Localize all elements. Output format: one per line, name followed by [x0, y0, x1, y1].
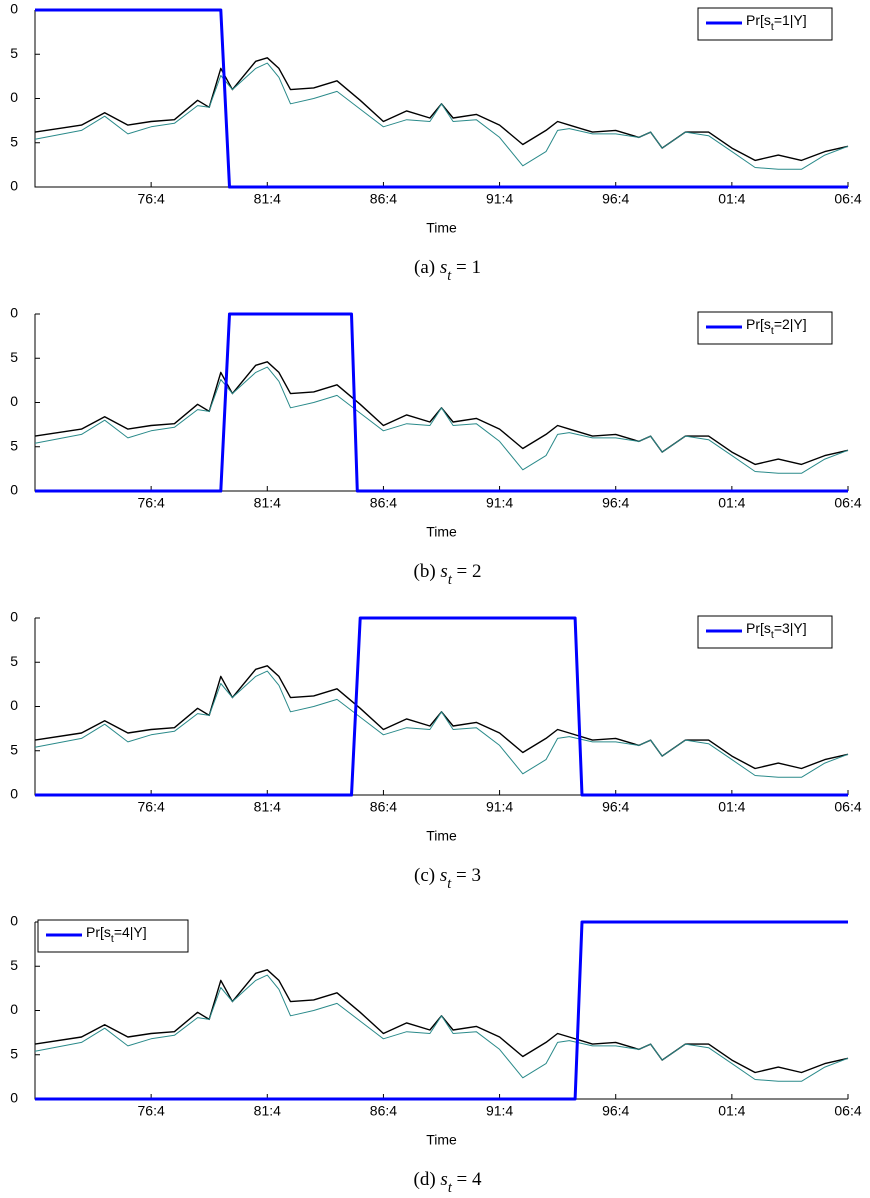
y-tick-label: 5 — [10, 45, 18, 61]
x-tick-label: 81:4 — [254, 1103, 281, 1119]
y-tick-label: 0 — [10, 1090, 18, 1106]
x-tick-label: 76:4 — [138, 1103, 165, 1119]
fan-line — [34, 670, 849, 778]
y-tick-label: 5 — [10, 1045, 18, 1061]
x-tick-label: 86:4 — [370, 799, 397, 815]
caption: (a) st​ = 1 — [414, 257, 481, 284]
caption: (b) st​ = 2 — [414, 561, 482, 588]
caption: (c) st​ = 3 — [414, 865, 481, 892]
x-tick-label: 01:4 — [718, 1103, 745, 1119]
legend-label: Pr[st​=2|Y] — [746, 316, 807, 337]
y-tick-label: 0 — [10, 178, 18, 194]
x-axis-label: Time — [426, 1132, 457, 1148]
x-tick-label: 96:4 — [602, 799, 629, 815]
x-tick-label: 81:4 — [254, 799, 281, 815]
x-axis-label: Time — [426, 220, 457, 236]
y-tick-label: 5 — [10, 437, 18, 453]
y-tick-label: 0 — [10, 1001, 18, 1017]
probability-line — [35, 312, 848, 493]
fan-line — [34, 969, 849, 1074]
x-tick-label: 76:4 — [138, 191, 165, 207]
x-tick-label: 96:4 — [602, 495, 629, 511]
x-tick-label: 76:4 — [138, 495, 165, 511]
legend: Pr[st​=3|Y] — [697, 615, 833, 649]
x-tick-label: 91:4 — [486, 191, 513, 207]
y-tick-label: 0 — [10, 482, 18, 498]
x-tick-label: 06:4 — [834, 191, 861, 207]
y-tick-label: 5 — [10, 653, 18, 669]
caption: (d) st​ = 4 — [414, 1169, 482, 1196]
x-tick-label: 86:4 — [370, 495, 397, 511]
legend: Pr[st​=2|Y] — [697, 311, 833, 345]
x-tick-label: 06:4 — [834, 1103, 861, 1119]
y-tick-label: 0 — [10, 697, 18, 713]
y-tick-label: 0 — [10, 393, 18, 409]
x-tick-label: 06:4 — [834, 799, 861, 815]
legend-label: Pr[st​=3|Y] — [746, 620, 807, 641]
x-tick-label: 01:4 — [718, 799, 745, 815]
probability-line — [35, 616, 848, 797]
legend-label: Pr[st​=1|Y] — [746, 12, 807, 33]
y-tick-label: 0 — [10, 1, 18, 17]
fan-line — [34, 62, 849, 170]
fan-line — [34, 366, 849, 474]
panel: 0 5 0 5 0 76:4 81:4 86:4 91:4 96:4 01:4 06:4 Time (a)… — [10, 1, 862, 285]
y-tick-label: 0 — [10, 913, 18, 929]
x-tick-label: 96:4 — [602, 191, 629, 207]
legend-label: Pr[st​=4|Y] — [86, 924, 147, 945]
probability-line — [35, 8, 848, 189]
y-tick-label: 5 — [10, 349, 18, 365]
panel: 0 5 0 5 0 76:4 81:4 86:4 91:4 96:4 01:4 06:4 Time (b)… — [10, 305, 862, 589]
x-axis-label: Time — [426, 524, 457, 540]
fan-line — [34, 57, 849, 162]
legend: Pr[st​=4|Y] — [37, 919, 189, 953]
x-tick-label: 81:4 — [254, 191, 281, 207]
y-tick-label: 5 — [10, 741, 18, 757]
x-tick-label: 96:4 — [602, 1103, 629, 1119]
panel: 0 5 0 5 0 76:4 81:4 86:4 91:4 96:4 01:4 06:4 Time (c)… — [10, 609, 862, 893]
y-tick-label: 5 — [10, 957, 18, 973]
x-tick-label: 76:4 — [138, 799, 165, 815]
probability-line — [35, 920, 848, 1101]
x-tick-label: 86:4 — [370, 1103, 397, 1119]
fan-line — [34, 361, 849, 466]
y-tick-label: 5 — [10, 133, 18, 149]
x-tick-label: 91:4 — [486, 1103, 513, 1119]
y-tick-label: 0 — [10, 609, 18, 625]
x-tick-label: 06:4 — [834, 495, 861, 511]
x-tick-label: 91:4 — [486, 495, 513, 511]
y-tick-label: 0 — [10, 786, 18, 802]
x-tick-label: 01:4 — [718, 495, 745, 511]
y-tick-label: 0 — [10, 89, 18, 105]
fan-line — [34, 974, 849, 1082]
x-tick-label: 86:4 — [370, 191, 397, 207]
x-tick-label: 01:4 — [718, 191, 745, 207]
y-tick-label: 0 — [10, 305, 18, 321]
x-tick-label: 81:4 — [254, 495, 281, 511]
legend: Pr[st​=1|Y] — [697, 7, 833, 41]
x-tick-label: 91:4 — [486, 799, 513, 815]
x-axis-label: Time — [426, 828, 457, 844]
panel: 0 5 0 5 0 76:4 81:4 86:4 91:4 96:4 01:4 06:4 Time (d)… — [10, 913, 862, 1197]
fan-line — [34, 665, 849, 770]
